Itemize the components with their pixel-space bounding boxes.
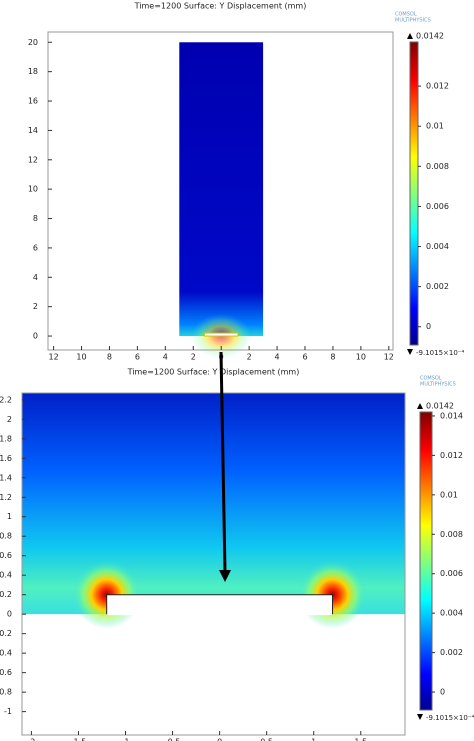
y-tick-label: 2.2 bbox=[0, 395, 12, 404]
colorbar-tick-label: 0.012 bbox=[426, 82, 449, 91]
x-tick-label: 4 bbox=[275, 353, 280, 362]
x-tick-label: 1 bbox=[311, 738, 316, 741]
colorbar-tick-label: 0.01 bbox=[440, 490, 458, 499]
y-tick-label: 6 bbox=[33, 243, 38, 252]
y-tick-label: 0 bbox=[7, 610, 12, 619]
x-tick-label: 8 bbox=[330, 353, 335, 362]
colorbar-tick-label: 0.012 bbox=[440, 451, 463, 460]
max-marker bbox=[407, 33, 413, 39]
y-tick-label: 20 bbox=[28, 38, 38, 47]
y-tick-label: 1.2 bbox=[0, 493, 12, 502]
colorbar-tick-label: 0.006 bbox=[426, 202, 449, 211]
y-tick-label: 0.4 bbox=[0, 571, 12, 580]
x-tick-label: -1 bbox=[122, 738, 130, 741]
y-tick-label: 1.6 bbox=[0, 454, 12, 463]
y-tick-label: 0.2 bbox=[0, 590, 12, 599]
y-tick-label: 1.4 bbox=[0, 473, 12, 482]
colorbar-tick-label: 0.006 bbox=[440, 569, 463, 578]
colorbar-max: 0.0142 bbox=[426, 402, 454, 411]
colorbar-tick-label: 0.008 bbox=[426, 162, 449, 171]
field bbox=[179, 42, 264, 337]
y-tick-label: 18 bbox=[28, 67, 38, 76]
y-tick-label: 2 bbox=[33, 302, 38, 311]
y-tick-label: -1 bbox=[4, 707, 12, 716]
x-tick-label: 2 bbox=[247, 353, 252, 362]
chart-title: Time=1200 Surface: Y Displacement (mm) bbox=[127, 368, 300, 377]
min-marker bbox=[417, 714, 423, 720]
colorbar-tick-label: 0.004 bbox=[426, 242, 449, 251]
x-tick-label: 12 bbox=[48, 353, 58, 362]
chart-title: Time=1200 Surface: Y Displacement (mm) bbox=[134, 2, 307, 11]
x-tick-label: 4 bbox=[163, 353, 168, 362]
x-tick-label: 0 bbox=[217, 738, 222, 741]
x-tick-label: 12 bbox=[384, 353, 394, 362]
logo: COMSOL bbox=[395, 12, 417, 18]
y-tick-label: 12 bbox=[28, 155, 38, 164]
colorbar-tick-label: 0.01 bbox=[426, 122, 444, 131]
y-tick-label: 1.8 bbox=[0, 434, 12, 443]
y-tick-label: 8 bbox=[33, 214, 38, 223]
x-tick-label: 10 bbox=[356, 353, 366, 362]
colorbar-tick-label: 0.004 bbox=[440, 609, 463, 618]
arrow bbox=[219, 351, 231, 582]
max-marker bbox=[417, 403, 423, 409]
plot-bottom: Time=1200 Surface: Y Displacement (mm) CO… bbox=[0, 368, 474, 741]
y-tick-label: 0.6 bbox=[0, 551, 12, 560]
x-tick-label: -2 bbox=[27, 738, 35, 741]
plot-frame bbox=[21, 392, 406, 736]
y-tick-label: 14 bbox=[28, 126, 38, 135]
notch bbox=[203, 332, 239, 337]
logo: MULTIPHYSICS bbox=[395, 18, 431, 24]
min-marker bbox=[407, 349, 413, 355]
colorbar-tick-label: 0.002 bbox=[440, 648, 463, 657]
y-tick-label: -0.6 bbox=[0, 668, 12, 677]
colorbar-tick-label: 0.014 bbox=[440, 411, 463, 420]
x-tick-label: 1.5 bbox=[354, 738, 367, 741]
field bbox=[22, 393, 405, 615]
y-tick-label: 0 bbox=[33, 332, 38, 341]
colorbar-min: -9.1015×10⁻⁴ bbox=[426, 714, 474, 722]
plot-top: Time=1200 Surface: Y Displacement (mm) CO… bbox=[28, 2, 465, 362]
x-tick-label: 0.5 bbox=[260, 738, 273, 741]
y-tick-label: 4 bbox=[33, 273, 38, 282]
logo: COMSOL bbox=[420, 376, 442, 382]
y-tick-label: 16 bbox=[28, 97, 38, 106]
colorbar bbox=[419, 411, 433, 711]
colorbar-tick-label: 0.008 bbox=[440, 530, 463, 539]
x-tick-label: 8 bbox=[107, 353, 112, 362]
colorbar-min: -9.1015×10⁻⁴ bbox=[416, 349, 464, 357]
y-tick-label: -0.8 bbox=[0, 688, 12, 697]
y-tick-label: 10 bbox=[28, 185, 38, 194]
x-tick-label: 2 bbox=[191, 353, 196, 362]
plot-frame bbox=[47, 31, 394, 351]
colorbar-tick-label: 0 bbox=[440, 688, 445, 697]
y-tick-label: -0.4 bbox=[0, 649, 12, 658]
x-tick-label: 6 bbox=[135, 353, 140, 362]
x-tick-label: 6 bbox=[302, 353, 307, 362]
y-tick-label: 2 bbox=[7, 415, 12, 424]
notch-fill bbox=[107, 595, 332, 616]
colorbar-tick-label: 0 bbox=[426, 322, 431, 331]
logo: MULTIPHYSICS bbox=[420, 382, 456, 388]
y-tick-label: 1 bbox=[7, 512, 12, 521]
y-tick-label: -0.2 bbox=[0, 629, 12, 638]
colorbar-tick-label: 0.002 bbox=[426, 282, 449, 291]
x-tick-label: -1.5 bbox=[71, 738, 87, 741]
colorbar-max: 0.0142 bbox=[416, 32, 444, 41]
x-tick-label: 10 bbox=[76, 353, 86, 362]
x-tick-label: -0.5 bbox=[165, 738, 181, 741]
y-tick-label: 0.8 bbox=[0, 532, 12, 541]
colorbar bbox=[409, 41, 419, 346]
